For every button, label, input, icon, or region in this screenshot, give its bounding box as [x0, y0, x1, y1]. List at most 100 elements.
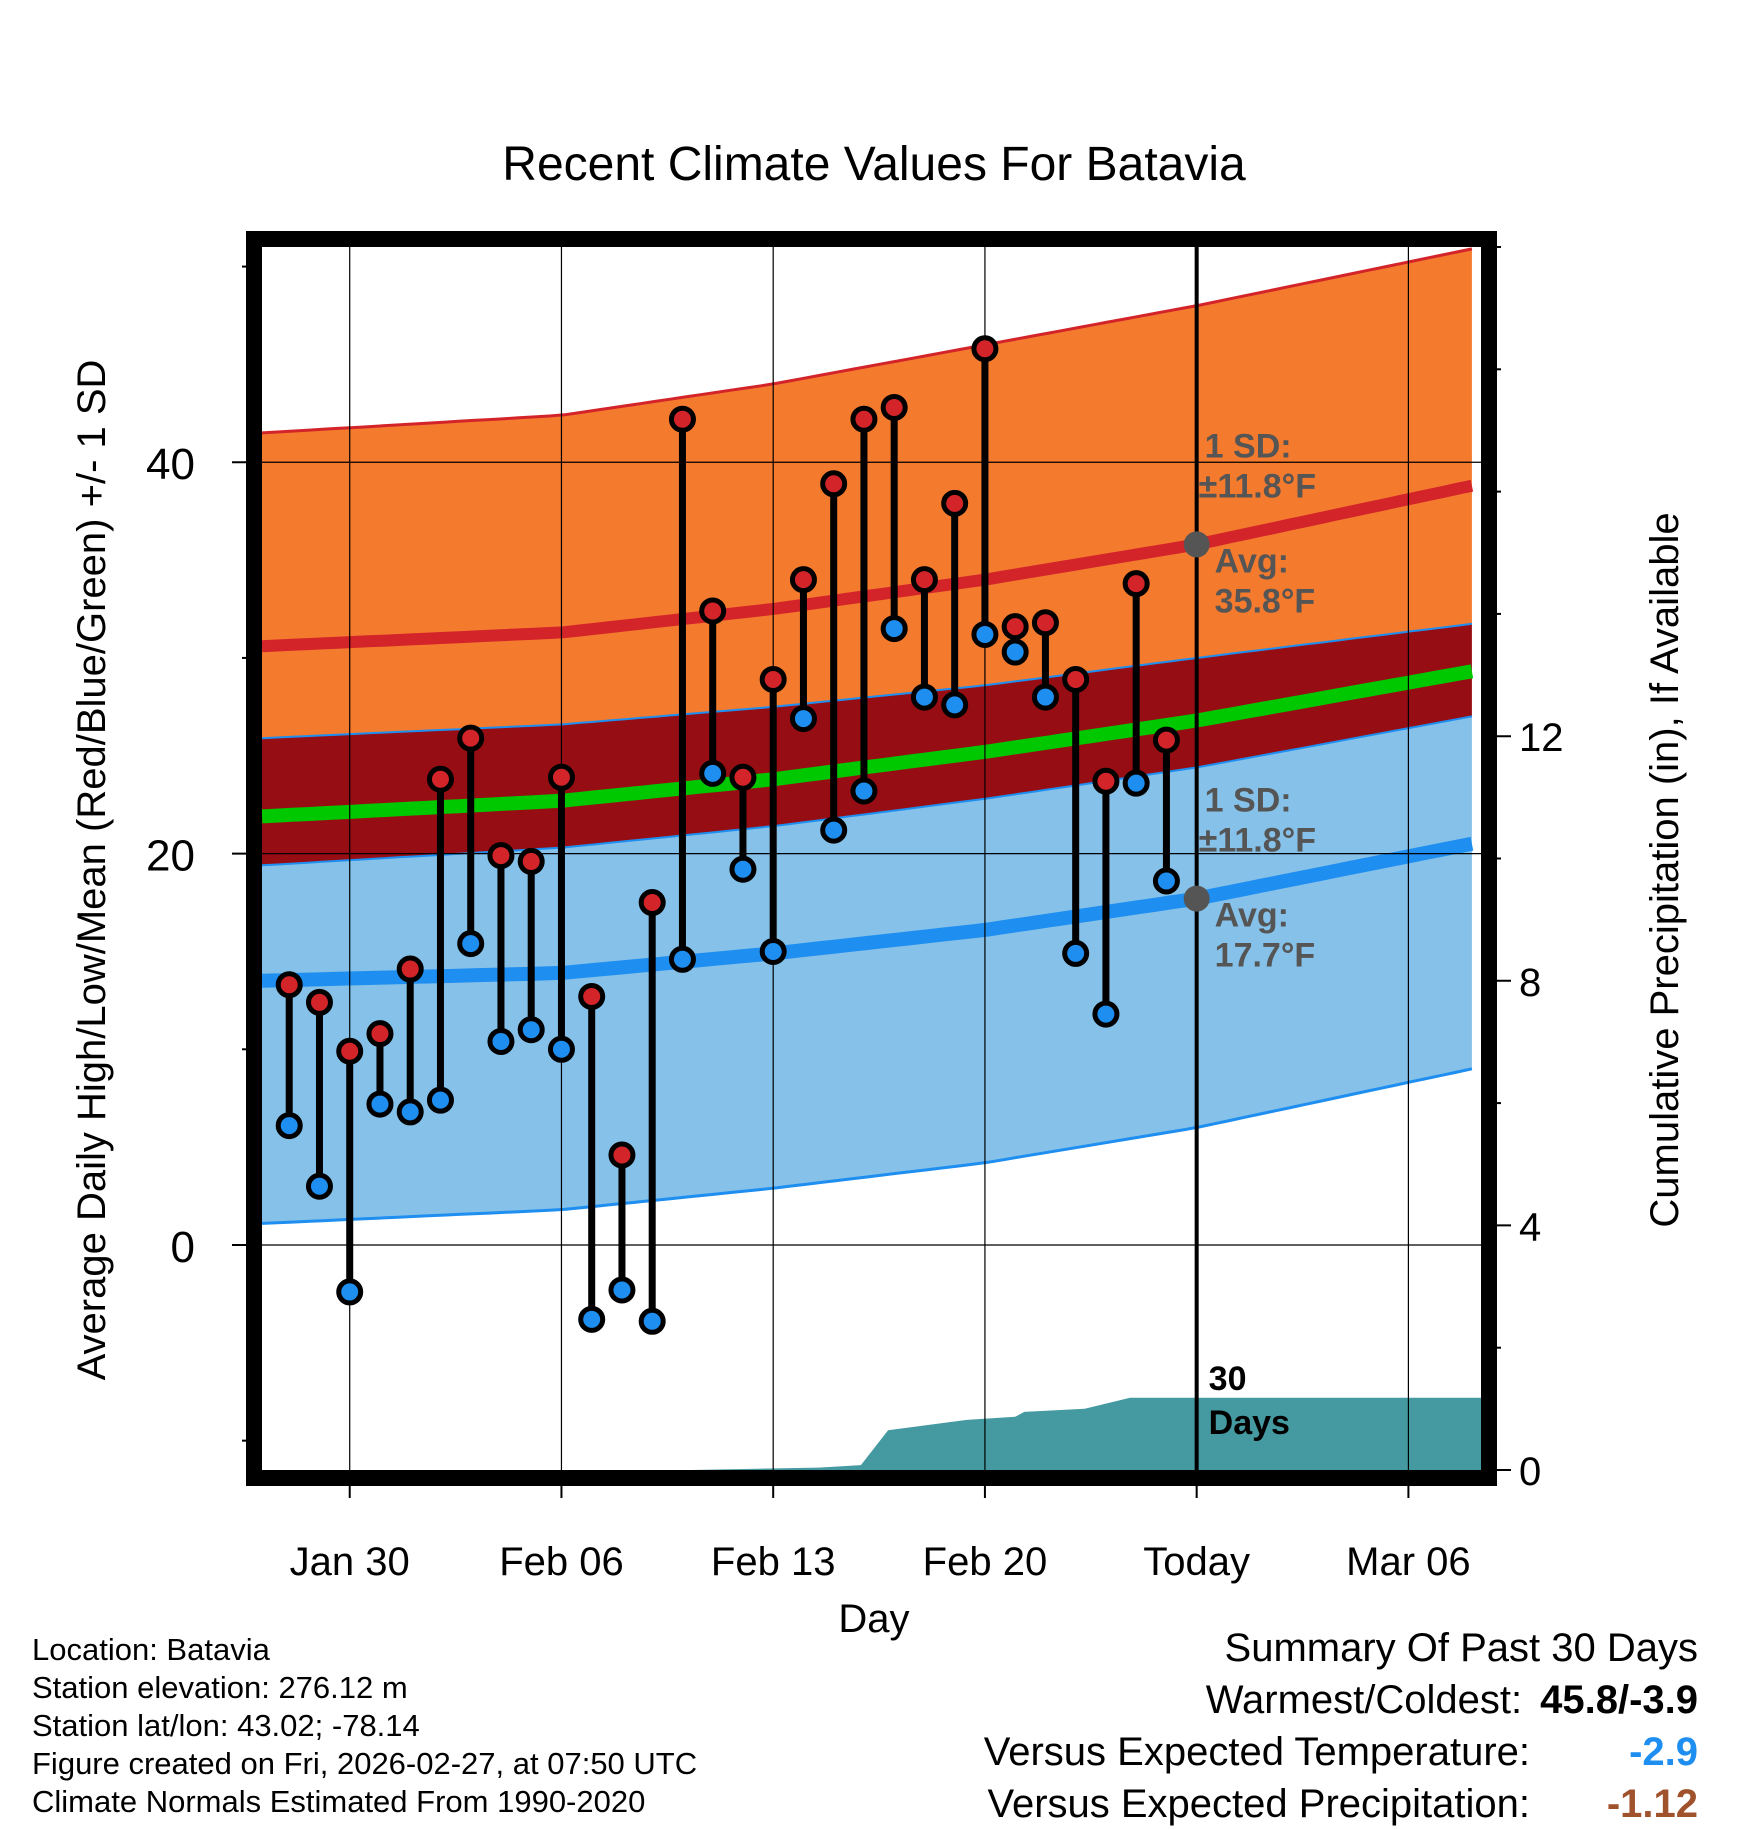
daily-high-point — [336, 1037, 364, 1065]
daily-high-point — [759, 665, 787, 693]
y2-tick-label: 8 — [1519, 961, 1541, 1005]
x-tick-label: Feb 20 — [923, 1540, 1048, 1584]
y-tick-label: 20 — [146, 832, 195, 881]
summary-precip-row: Versus Expected Precipitation: -1.12 — [984, 1778, 1698, 1830]
daily-high-point — [1001, 613, 1029, 641]
daily-high-point — [1122, 570, 1150, 598]
daily-high-point — [547, 763, 575, 791]
x-tick-label: Today — [1143, 1540, 1250, 1584]
y-tick-label: 40 — [146, 440, 195, 489]
low-sd-value: ±11.8°F — [1199, 822, 1316, 860]
daily-low-point — [1031, 683, 1059, 711]
daily-low-point — [668, 945, 696, 973]
footer-info: Location: Batavia Station elevation: 276… — [32, 1631, 697, 1821]
daily-high-point — [275, 971, 303, 999]
daily-low-point — [396, 1098, 424, 1126]
daily-high-point — [850, 405, 878, 433]
summary-panel: Summary Of Past 30 Days Warmest/Coldest:… — [984, 1622, 1698, 1830]
daily-low-point — [426, 1086, 454, 1114]
high-sd-label: 1 SD: — [1205, 427, 1292, 465]
daily-low-point — [971, 620, 999, 648]
plot-frame — [246, 231, 1497, 1486]
daily-high-point — [517, 847, 545, 875]
daily-low-point — [336, 1278, 364, 1306]
daily-high-point — [910, 566, 938, 594]
x-tick-label: Mar 06 — [1346, 1540, 1471, 1584]
precip-days-label: Days — [1209, 1404, 1290, 1442]
footer-normals: Climate Normals Estimated From 1990-2020 — [32, 1784, 646, 1819]
daily-high-point — [880, 393, 908, 421]
precipitation-area — [262, 1397, 1481, 1470]
daily-low-point — [517, 1016, 545, 1044]
high-avg-label: Avg: — [1215, 542, 1289, 580]
summary-warm-cold-row: Warmest/Coldest: 45.8/-3.9 — [984, 1674, 1698, 1726]
footer-latlon: Station lat/lon: 43.02; -78.14 — [32, 1708, 420, 1743]
daily-low-point — [941, 691, 969, 719]
daily-low-point — [729, 855, 757, 883]
x-tick-label: Feb 13 — [711, 1540, 836, 1584]
daily-high-point — [668, 405, 696, 433]
daily-high-point — [608, 1141, 636, 1169]
daily-low-point — [578, 1305, 606, 1333]
daily-high-point — [941, 489, 969, 517]
daily-high-point — [366, 1020, 394, 1048]
low-avg-value: 17.7°F — [1215, 937, 1316, 975]
summary-title: Summary Of Past 30 Days — [1224, 1626, 1698, 1670]
low-sd-label: 1 SD: — [1205, 782, 1292, 820]
daily-low-point — [1062, 939, 1090, 967]
daily-low-point — [366, 1090, 394, 1118]
daily-low-point — [1092, 1000, 1120, 1028]
footer-location: Location: Batavia — [32, 1632, 270, 1667]
summary-warm-cold-label: Warmest/Coldest: — [1205, 1678, 1523, 1722]
y2-tick-label: 12 — [1519, 716, 1564, 760]
daily-high-point — [1031, 609, 1059, 637]
daily-high-point — [487, 842, 515, 870]
x-axis-label: Day — [838, 1597, 909, 1641]
high-avg-value: 35.8°F — [1215, 582, 1316, 620]
daily-low-point — [1122, 769, 1150, 797]
daily-low-point — [305, 1172, 333, 1200]
summary-temp-value: -2.9 — [1629, 1730, 1698, 1774]
daily-low-point — [275, 1112, 303, 1140]
daily-low-point — [699, 759, 727, 787]
daily-low-point — [850, 777, 878, 805]
daily-low-point — [487, 1027, 515, 1055]
x-tick-label: Feb 06 — [499, 1540, 624, 1584]
daily-high-point — [789, 566, 817, 594]
y2-tick-label: 0 — [1519, 1450, 1541, 1494]
daily-high-point — [305, 988, 333, 1016]
daily-high-point — [426, 765, 454, 793]
daily-high-point — [820, 470, 848, 498]
normal-low-today-marker — [1183, 885, 1210, 912]
y-axis-label: Average Daily High/Low/Mean (Red/Blue/Gr… — [70, 360, 114, 1381]
daily-high-point — [1092, 767, 1120, 795]
high-upper-line — [261, 247, 1473, 435]
daily-low-point — [547, 1035, 575, 1063]
daily-high-point — [578, 982, 606, 1010]
normal-high-today-marker — [1183, 531, 1210, 558]
y-tick-label: 0 — [171, 1223, 195, 1272]
high-sd-value: ±11.8°F — [1199, 467, 1316, 505]
daily-high-point — [729, 763, 757, 791]
y2-tick-label: 4 — [1519, 1205, 1541, 1249]
daily-low-point — [910, 683, 938, 711]
y2-axis-label: Cumulative Precipitation (in), If Availa… — [1643, 512, 1687, 1227]
daily-low-point — [608, 1276, 636, 1304]
daily-high-point — [457, 724, 485, 752]
normal-low-line — [261, 836, 1474, 988]
footer-elevation: Station elevation: 276.12 m — [32, 1670, 408, 1705]
daily-high-point — [638, 889, 666, 917]
daily-high-point — [1152, 726, 1180, 754]
x-tick-label: Jan 30 — [290, 1540, 410, 1584]
daily-high-point — [971, 335, 999, 363]
daily-high-point — [1062, 665, 1090, 693]
precip-days-label: 30 — [1209, 1360, 1247, 1398]
daily-low-point — [820, 816, 848, 844]
daily-high-point — [699, 597, 727, 625]
daily-low-point — [1001, 638, 1029, 666]
daily-low-point — [457, 930, 485, 958]
summary-precip-value: -1.12 — [1606, 1782, 1698, 1826]
daily-low-point — [759, 937, 787, 965]
summary-precip-label: Versus Expected Precipitation: — [987, 1782, 1530, 1826]
